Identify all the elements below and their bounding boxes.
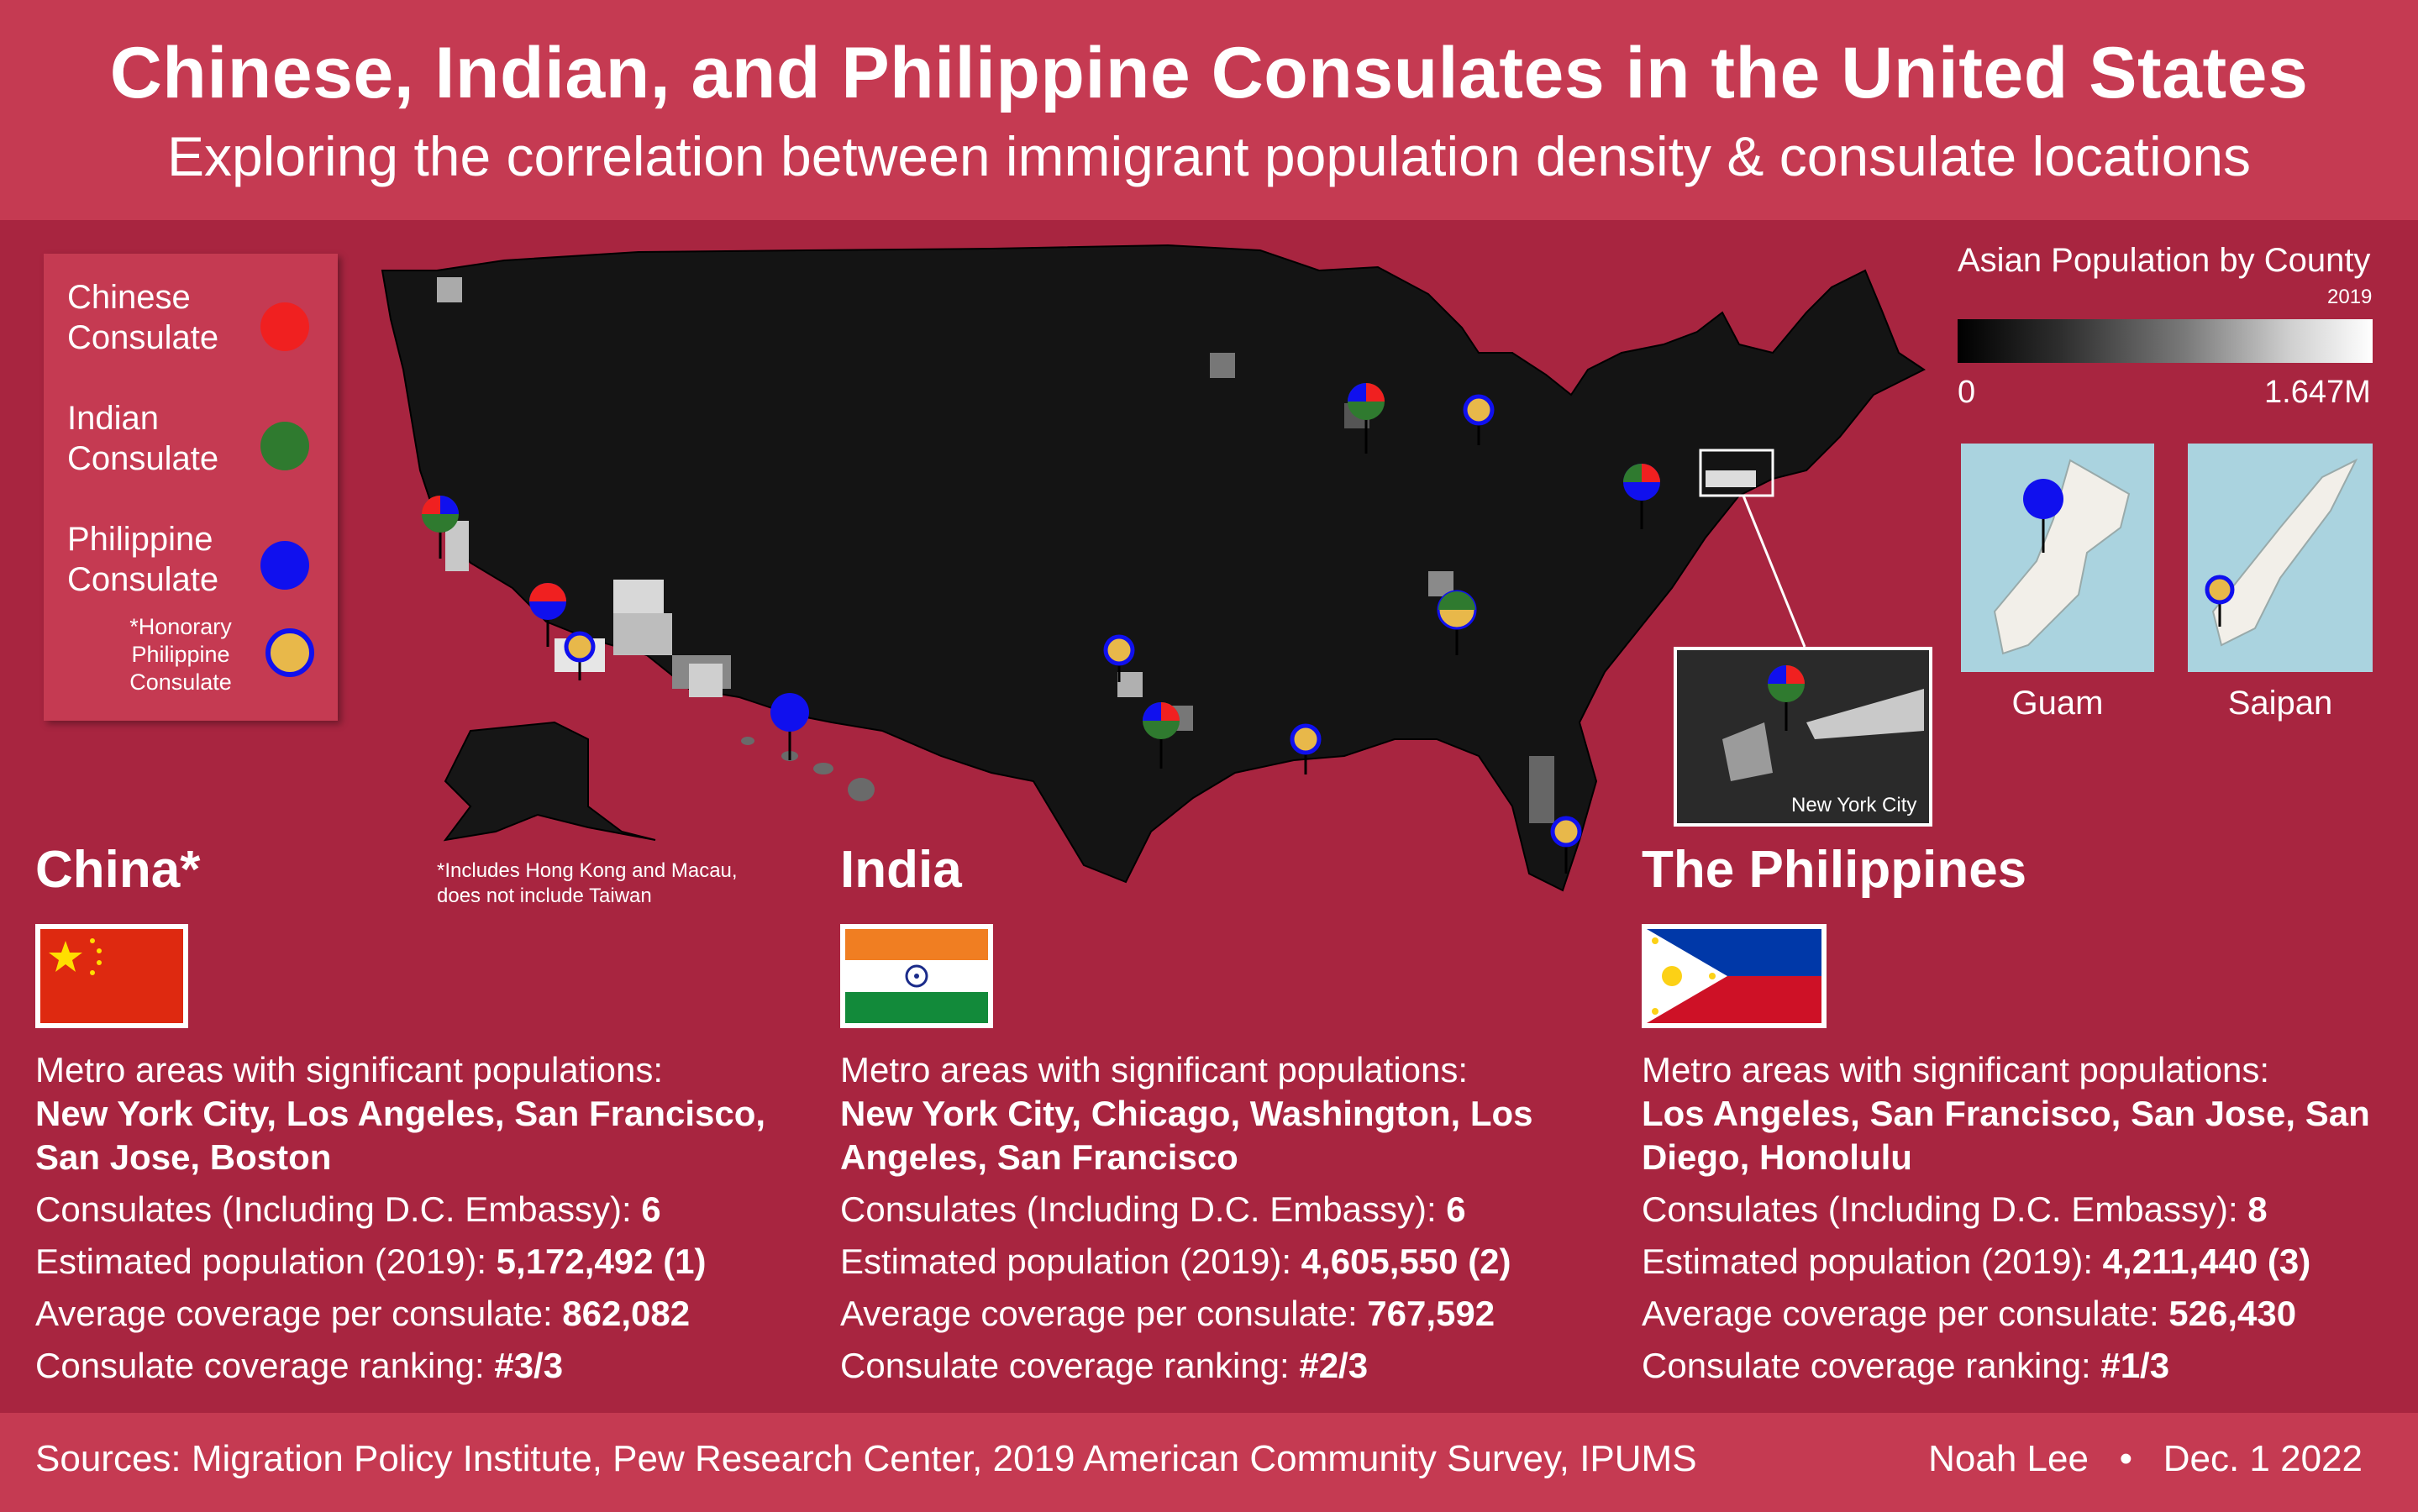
- ranking-label: Consulate coverage ranking:: [35, 1346, 485, 1385]
- honorary-consulate-marker-icon: [265, 628, 314, 677]
- nyc-inset-label: New York City: [1791, 794, 1916, 816]
- philippine-consulate-marker-icon: [260, 541, 309, 590]
- hawaii-islands: [741, 737, 875, 801]
- coverage-value: 526,430: [2168, 1294, 2297, 1333]
- page-subtitle: Exploring the correlation between immigr…: [166, 125, 2252, 187]
- country-name: China*: [35, 841, 201, 899]
- author: Noah Lee: [1928, 1438, 2089, 1479]
- country-philippines: The Philippines Metro areas with signifi…: [1642, 840, 2381, 1385]
- coverage-label: Average coverage per consulate:: [35, 1294, 553, 1333]
- saipan-label: Saipan: [2227, 685, 2333, 722]
- consulates-count: 8: [2247, 1189, 2268, 1229]
- consulates-count: 6: [1446, 1189, 1466, 1229]
- ranking-value: #1/3: [2100, 1346, 2170, 1385]
- country-india: India Metro areas with significant popul…: [840, 840, 1580, 1385]
- population-color-scale: [1958, 319, 2373, 363]
- scale-title: Asian Population by County: [1958, 242, 2371, 279]
- legend: Chinese Consulate Indian Consulate Phili…: [44, 254, 338, 721]
- us-county-map: New York City: [381, 244, 1932, 892]
- date: Dec. 1 2022: [2163, 1438, 2363, 1479]
- country-name: India: [840, 841, 962, 899]
- china-flag-icon: [35, 924, 188, 1028]
- metro-list: Los Angeles, San Francisco, San Jose, Sa…: [1642, 1094, 2370, 1177]
- scale-max-label: 1.647M: [2264, 375, 2371, 410]
- footer: [0, 1413, 2418, 1512]
- metro-label: Metro areas with significant populations…: [840, 1050, 1469, 1089]
- consulates-label: Consulates (Including D.C. Embassy):: [35, 1189, 632, 1229]
- chinese-consulate-marker-icon: [260, 302, 309, 351]
- alaska-landmass: [443, 721, 656, 842]
- sources: Sources: Migration Policy Institute, Pew…: [35, 1438, 1697, 1479]
- metro-list: New York City, Chicago, Washington, Los …: [840, 1094, 1533, 1177]
- population-label: Estimated population (2019):: [840, 1242, 1291, 1281]
- guam-label: Guam: [2011, 685, 2104, 722]
- coverage-label: Average coverage per consulate:: [840, 1294, 1358, 1333]
- coverage-label: Average coverage per consulate:: [1642, 1294, 2159, 1333]
- miami-honorary-marker: [1550, 816, 1582, 848]
- legend-indian-label: Indian Consulate: [67, 400, 219, 477]
- separator-dot-icon: •: [2099, 1438, 2153, 1479]
- population-value: 4,211,440 (3): [2102, 1242, 2311, 1281]
- country-name: The Philippines: [1642, 841, 2027, 899]
- page-title: Chinese, Indian, and Philippine Consulat…: [109, 33, 2309, 113]
- consulate-markers: [422, 383, 1805, 874]
- metro-label: Metro areas with significant populations…: [1642, 1050, 2270, 1089]
- population-value: 5,172,492 (1): [496, 1242, 707, 1281]
- metro-label: Metro areas with significant populations…: [35, 1050, 664, 1089]
- consulates-label: Consulates (Including D.C. Embassy):: [1642, 1189, 2238, 1229]
- new-orleans-honorary-marker: [1290, 723, 1322, 755]
- ranking-value: #3/3: [494, 1346, 564, 1385]
- legend-chinese-label: Chinese Consulate: [67, 279, 219, 356]
- country-china: China* Metro areas with significant popu…: [35, 840, 775, 1385]
- coverage-value: 862,082: [562, 1294, 691, 1333]
- population-label: Estimated population (2019):: [35, 1242, 486, 1281]
- indian-consulate-marker-icon: [260, 422, 309, 470]
- ranking-label: Consulate coverage ranking:: [1642, 1346, 2091, 1385]
- population-label: Estimated population (2019):: [1642, 1242, 2093, 1281]
- byline: Noah Lee • Dec. 1 2022: [1928, 1438, 2363, 1480]
- ranking-label: Consulate coverage ranking:: [840, 1346, 1290, 1385]
- metro-list: New York City, Los Angeles, San Francisc…: [35, 1094, 766, 1177]
- population-value: 4,605,550 (2): [1301, 1242, 1511, 1281]
- guam-map: [1961, 444, 2154, 672]
- kansas-city-honorary-marker: [1103, 634, 1135, 666]
- consulates-label: Consulates (Including D.C. Embassy):: [840, 1189, 1437, 1229]
- legend-honorary-label: *Honorary Philippine Consulate: [129, 614, 232, 695]
- honolulu-marker: [770, 693, 809, 732]
- philippines-flag-icon: [1642, 924, 1827, 1028]
- san-diego-honorary-marker: [564, 631, 596, 663]
- header: Chinese, Indian, and Philippine Consulat…: [0, 0, 2418, 220]
- map-footnote: *Includes Hong Kong and Macau, does not …: [437, 859, 738, 907]
- scale-year: 2019: [2327, 286, 2373, 308]
- detroit-honorary-marker: [1463, 394, 1495, 426]
- scale-min-label: 0: [1958, 375, 1976, 410]
- saipan-map: [2188, 444, 2373, 672]
- legend-philippine-label: Philippine Consulate: [67, 521, 219, 598]
- ranking-value: #2/3: [1299, 1346, 1369, 1385]
- coverage-value: 767,592: [1367, 1294, 1495, 1333]
- consulates-count: 6: [641, 1189, 661, 1229]
- contiguous-us-landmass: [381, 244, 1926, 892]
- india-flag-icon: [840, 924, 993, 1028]
